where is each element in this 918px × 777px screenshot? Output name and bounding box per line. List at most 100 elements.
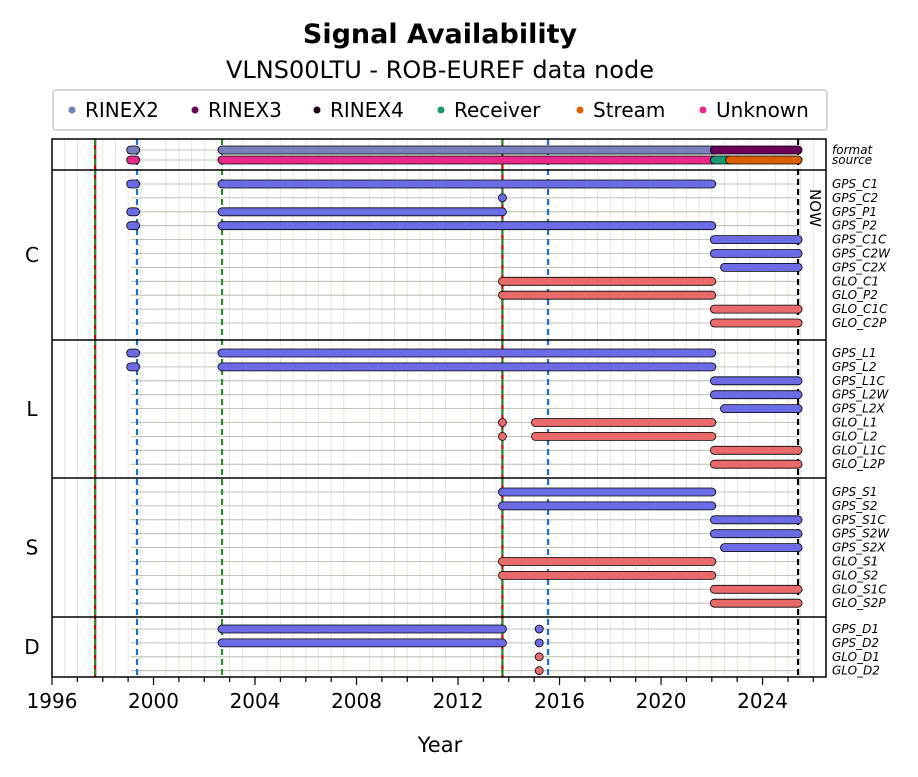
availability-bar: [498, 276, 717, 286]
row-label: format: [832, 143, 874, 157]
availability-bar: [126, 145, 141, 155]
row-label: GPS_C1C: [832, 233, 887, 247]
availability-bar: [498, 501, 717, 511]
legend-label: Unknown: [716, 98, 809, 122]
row-label: GPS_L1: [832, 346, 876, 360]
row-label: GPS_L1C: [832, 374, 885, 388]
availability-bar: [725, 155, 803, 165]
row-label: GPS_C2W: [832, 247, 891, 261]
availability-point: [534, 652, 544, 662]
availability-bar: [126, 221, 141, 231]
x-tick-label: 1996: [27, 689, 78, 713]
row-label: GPS_P2: [832, 219, 877, 233]
availability-bar: [217, 638, 507, 648]
availability-bar: [709, 529, 803, 539]
availability-bar: [126, 155, 141, 165]
row-label: source: [832, 153, 872, 167]
row-label: GPS_D1: [832, 622, 879, 636]
row-label: GPS_S2W: [832, 527, 890, 541]
availability-bar: [709, 459, 803, 469]
availability-bar: [498, 487, 717, 497]
row-label: GPS_L2W: [832, 388, 889, 402]
chart-subtitle: VLNS00LTU - ROB-EUREF data node: [226, 56, 654, 84]
x-axis-label: Year: [417, 733, 463, 757]
legend: RINEX2 RINEX3 RINEX4 Receiver Stream Unknown: [52, 89, 828, 131]
row-label: GPS_C1: [832, 177, 878, 191]
row-label: GLO_D2: [832, 664, 880, 678]
row-label: GPS_S2: [832, 499, 877, 513]
availability-bar: [217, 155, 719, 165]
row-label: GLO_C1C: [832, 302, 888, 316]
row-label: GPS_C2: [832, 191, 878, 205]
availability-bar: [531, 431, 717, 441]
availability-point: [498, 193, 507, 203]
row-label: GLO_D1: [832, 650, 880, 664]
x-tick-label: 2012: [433, 689, 484, 713]
row-label: GPS_D2: [832, 636, 879, 650]
legend-marker: [437, 106, 445, 114]
availability-point: [498, 431, 507, 441]
row-label: GPS_S2X: [832, 541, 886, 555]
row-label: GLO_L2: [832, 429, 877, 443]
x-tick-label: 2000: [128, 689, 179, 713]
availability-bar: [709, 445, 803, 455]
row-label: GLO_L2P: [832, 457, 885, 471]
availability-bar: [709, 318, 803, 328]
x-tick-label: 2016: [534, 689, 585, 713]
availability-bar: [720, 404, 803, 414]
availability-bar: [217, 362, 717, 372]
chart-title: Signal Availability: [303, 19, 578, 50]
row-label: GPS_S1: [832, 485, 877, 499]
row-label: GPS_S1C: [832, 513, 886, 527]
group-label: C: [25, 243, 39, 267]
row-label: GLO_C1: [832, 274, 879, 288]
row-label: GPS_P1: [832, 205, 877, 219]
availability-bar: [709, 145, 803, 155]
group-label: S: [26, 536, 39, 560]
availability-bar: [709, 598, 803, 608]
availability-bar: [217, 207, 507, 217]
availability-bar: [720, 262, 803, 272]
availability-bar: [709, 304, 803, 314]
legend-label: RINEX2: [85, 98, 159, 122]
availability-bar: [217, 145, 719, 155]
x-tick-label: 2020: [636, 689, 687, 713]
row-label: GLO_S2: [832, 568, 878, 582]
x-tick-label: 2024: [737, 689, 788, 713]
legend-marker: [576, 106, 584, 114]
legend-marker: [68, 106, 76, 114]
availability-bar: [217, 348, 717, 358]
plot-area: formatsourceGPS_C1GPS_C2GPS_P1GPS_P2GPS_…: [24, 138, 891, 713]
availability-bar: [126, 179, 141, 189]
row-label: GLO_S1C: [832, 582, 887, 596]
availability-bar: [126, 348, 141, 358]
legend-label: RINEX4: [330, 98, 404, 122]
row-label: GPS_C2X: [832, 260, 887, 274]
now-label: NOW: [806, 189, 824, 227]
row-label: GPS_L2X: [832, 402, 885, 416]
availability-bar: [217, 624, 507, 634]
availability-bar: [709, 249, 803, 258]
availability-bar: [709, 235, 803, 245]
availability-bar: [217, 179, 717, 189]
x-tick-label: 2008: [331, 689, 382, 713]
availability-bar: [709, 515, 803, 525]
legend-label: RINEX3: [208, 98, 282, 122]
legend-marker: [191, 106, 199, 114]
availability-bar: [217, 221, 717, 231]
group-label: D: [24, 635, 39, 659]
availability-bar: [126, 362, 141, 372]
plot-frame: [51, 138, 827, 678]
availability-bar: [126, 207, 141, 217]
availability-bar: [498, 290, 717, 300]
availability-bar: [531, 418, 717, 427]
availability-bar: [498, 557, 717, 566]
availability-bar: [498, 571, 717, 580]
row-label: GLO_L1C: [832, 443, 886, 457]
legend-label: Stream: [593, 98, 665, 122]
availability-bar: [709, 584, 803, 594]
availability-point: [534, 624, 544, 634]
legend-label: Receiver: [454, 98, 541, 122]
x-tick-label: 2004: [230, 689, 281, 713]
